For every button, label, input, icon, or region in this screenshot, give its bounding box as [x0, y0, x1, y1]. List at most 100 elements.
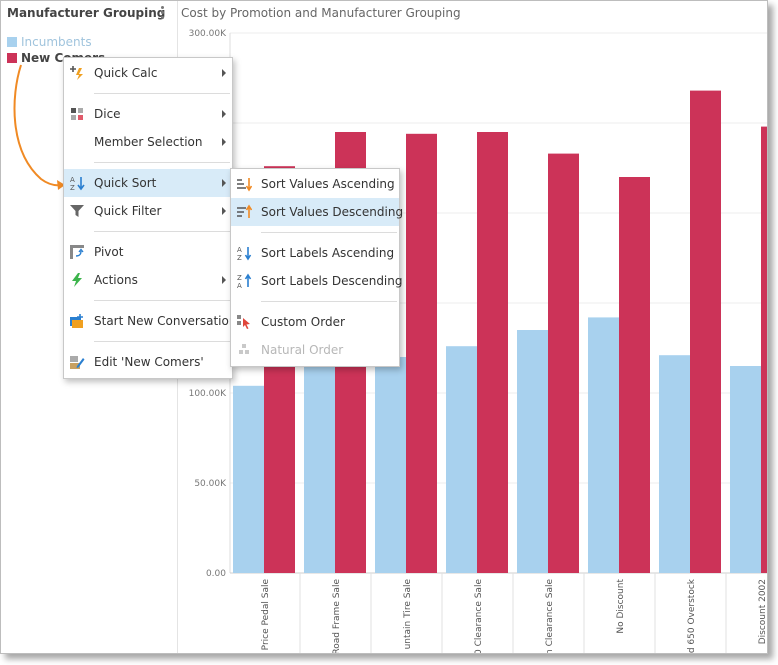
menu-divider — [94, 300, 230, 301]
y-tick-label: 50.00K — [194, 479, 227, 489]
svg-text:A: A — [237, 282, 242, 289]
menu-label: Sort Values Descending — [261, 205, 404, 219]
menu-label: Member Selection — [94, 135, 203, 149]
svg-text:A: A — [237, 246, 242, 254]
menu-label: Dice — [94, 107, 121, 121]
filter-icon — [70, 205, 84, 217]
sort-values-descending-icon — [237, 204, 252, 218]
svg-text:A: A — [70, 176, 75, 184]
chevron-right-icon — [222, 207, 226, 215]
sort-labels-ascending-icon: A Z — [237, 246, 252, 261]
menu-item-quick-filter[interactable]: Quick Filter — [64, 197, 232, 225]
menu-label: Start New Conversation — [94, 314, 237, 328]
context-menu: Quick Calc Dice Member Selection A Z Qui… — [63, 57, 236, 379]
menu-item-sort-values-descending[interactable]: Sort Values Descending — [231, 198, 403, 226]
svg-text:Z: Z — [237, 254, 242, 261]
menu-label: Sort Labels Ascending — [261, 246, 395, 260]
menu-item-sort-labels-descending[interactable]: Z A Sort Labels Descending — [231, 267, 403, 295]
sort-values-ascending-icon — [237, 178, 252, 192]
annotation-arrow — [13, 64, 65, 190]
dice-icon — [71, 108, 83, 120]
chevron-right-icon — [222, 69, 226, 77]
bar-incumbents — [659, 355, 690, 573]
menu-divider — [94, 231, 230, 232]
bar-incumbents — [730, 366, 761, 573]
menu-label: Sort Values Ascending — [261, 177, 395, 191]
menu-item-actions[interactable]: Actions — [64, 266, 232, 294]
bar-incumbents — [233, 385, 264, 573]
legend-swatch — [7, 53, 17, 63]
menu-label: Natural Order — [261, 343, 344, 357]
panel-title: Manufacturer Grouping — [7, 6, 166, 20]
bar-incumbents — [375, 357, 406, 573]
bar-new-comers — [548, 153, 579, 573]
svg-text:Z: Z — [237, 274, 242, 282]
y-tick-label: 300.00K — [189, 29, 227, 39]
actions-icon — [72, 273, 82, 287]
app-window: Manufacturer Grouping Incumbents New Com… — [0, 0, 768, 654]
menu-item-custom-order[interactable]: Custom Order — [231, 308, 399, 336]
chevron-right-icon — [222, 179, 226, 187]
bar-incumbents — [446, 346, 477, 573]
menu-divider — [94, 162, 230, 163]
chevron-right-icon — [222, 110, 226, 118]
menu-label: Sort Labels Descending — [261, 274, 403, 288]
x-tick-label: f Price Pedal Sale — [261, 579, 271, 653]
menu-item-sort-values-ascending[interactable]: Sort Values Ascending — [231, 170, 399, 198]
legend-label: Incumbents — [21, 35, 92, 49]
chart-title: Cost by Promotion and Manufacturer Group… — [181, 6, 461, 20]
bar-new-comers — [477, 132, 508, 573]
menu-item-dice[interactable]: Dice — [64, 100, 232, 128]
custom-order-icon — [237, 315, 250, 329]
menu-divider — [261, 232, 397, 233]
bar-new-comers — [690, 90, 721, 573]
legend-item-incumbents[interactable]: Incumbents — [7, 35, 92, 49]
menu-divider — [94, 341, 230, 342]
sort-submenu: Sort Values Ascending Sort Values Descen… — [230, 168, 403, 367]
sort-labels-descending-icon: Z A — [237, 273, 252, 289]
legend-swatch — [7, 37, 17, 47]
x-tick-label: n Clearance Sale — [545, 579, 555, 653]
menu-divider — [261, 301, 397, 302]
x-tick-label: No Discount — [616, 579, 626, 634]
x-tick-label: d 650 Overstock — [687, 578, 697, 653]
menu-label: Custom Order — [261, 315, 345, 329]
menu-label: Edit 'New Comers' — [94, 355, 204, 369]
bar-incumbents — [588, 317, 619, 573]
menu-item-sort-labels-ascending[interactable]: A Z Sort Labels Ascending — [231, 239, 399, 267]
bar-new-comers — [761, 126, 767, 573]
menu-label: Quick Calc — [94, 66, 158, 80]
pivot-icon — [70, 245, 84, 259]
x-tick-label: 0 Clearance Sale — [474, 579, 484, 653]
svg-text:Z: Z — [70, 184, 75, 191]
menu-item-natural-order: Natural Order — [231, 336, 399, 364]
menu-item-start-new-conversation[interactable]: Start New Conversation — [64, 307, 236, 335]
menu-label: Pivot — [94, 245, 124, 259]
natural-order-icon — [239, 344, 249, 354]
conversation-icon — [70, 314, 83, 328]
bar-new-comers — [406, 133, 437, 574]
x-tick-label: Road Frame Sale — [332, 579, 342, 653]
edit-icon — [70, 356, 85, 369]
y-tick-label: 0.00 — [206, 569, 226, 579]
menu-item-quick-calc[interactable]: Quick Calc — [64, 59, 232, 87]
menu-item-member-selection[interactable]: Member Selection — [64, 128, 232, 156]
quick-sort-icon: A Z — [70, 176, 85, 191]
x-tick-label: Discount 2002 — [758, 579, 768, 644]
quick-calc-icon — [70, 66, 83, 80]
menu-item-pivot[interactable]: Pivot — [64, 238, 232, 266]
menu-divider — [94, 93, 230, 94]
menu-label: Actions — [94, 273, 138, 287]
x-tick-label: untain Tire Sale — [403, 579, 413, 650]
bar-incumbents — [517, 330, 548, 573]
menu-label: Quick Filter — [94, 204, 162, 218]
bar-incumbents — [304, 362, 335, 573]
chevron-right-icon — [222, 276, 226, 284]
menu-item-edit[interactable]: Edit 'New Comers' — [64, 348, 232, 376]
bar-new-comers — [619, 177, 650, 573]
chevron-right-icon — [222, 138, 226, 146]
menu-item-quick-sort[interactable]: A Z Quick Sort — [64, 169, 232, 197]
more-options-icon[interactable] — [157, 4, 167, 24]
y-tick-label: 100.00K — [189, 389, 227, 399]
menu-label: Quick Sort — [94, 176, 157, 190]
